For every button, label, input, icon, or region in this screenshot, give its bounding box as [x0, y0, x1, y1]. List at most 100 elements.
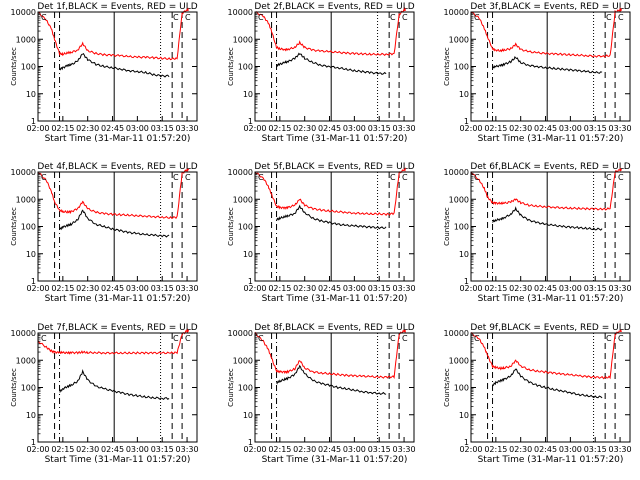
y-axis-label: Counts/sec: [227, 368, 235, 407]
plot-frame: [254, 171, 415, 282]
x-tick-label: 03:30: [393, 284, 416, 293]
y-tick-label: 1: [464, 117, 469, 126]
x-tick-label: 03:30: [176, 445, 199, 454]
x-tick-label: 02:15: [51, 445, 74, 454]
x-tick-label: 03:00: [126, 284, 149, 293]
x-tick-label: 02:30: [76, 284, 99, 293]
y-tick-label: 10000: [444, 8, 469, 17]
corner-annotation: C: [258, 173, 264, 182]
x-tick-label: 02:45: [101, 124, 124, 133]
x-tick-label: 02:15: [51, 124, 74, 133]
y-axis-label: Counts/sec: [227, 207, 235, 246]
x-tick-label: 02:00: [243, 124, 266, 133]
y-tick-label: 1: [31, 438, 36, 447]
x-tick-label: 02:00: [459, 124, 482, 133]
corner-annotation: C: [606, 334, 612, 343]
corner-annotation: C: [474, 334, 480, 343]
x-tick-label: 02:00: [26, 284, 49, 293]
x-tick-label: 03:30: [609, 284, 632, 293]
plot-frame: [470, 332, 631, 443]
series-line: [59, 369, 170, 400]
detector-plot-4: Det 4f,BLACK = Events, RED = ULD 1 10 100 10…: [10, 162, 199, 304]
x-tick-label: 02:30: [293, 284, 316, 293]
series-line: [492, 368, 603, 399]
corner-annotation: C: [41, 173, 47, 182]
corner-annotation: C: [185, 13, 191, 22]
corner-annotation: C: [402, 334, 408, 343]
x-tick-label: 02:15: [484, 124, 507, 133]
corner-annotation: C: [185, 334, 191, 343]
plot-title: Det 3f,BLACK = Events, RED = ULD: [470, 2, 630, 12]
y-tick-label: 10000: [228, 8, 253, 17]
y-tick-label: 1000: [449, 195, 469, 204]
y-tick-label: 10: [26, 90, 36, 99]
x-tick-label: 03:00: [343, 445, 366, 454]
series-line: [37, 168, 189, 220]
series-line: [276, 364, 387, 396]
corner-annotation: C: [618, 13, 624, 22]
corner-annotation: C: [474, 13, 480, 22]
x-tick-label: 02:45: [534, 124, 557, 133]
series-line: [470, 7, 622, 58]
x-tick-label: 03:15: [584, 445, 607, 454]
series-line: [254, 167, 406, 216]
x-tick-label: 03:00: [343, 284, 366, 293]
corner-annotation: C: [185, 173, 191, 182]
plot-title: Det 8f,BLACK = Events, RED = ULD: [254, 323, 414, 333]
y-tick-label: 10000: [228, 329, 253, 338]
y-tick-label: 1: [248, 277, 253, 286]
y-axis-label: Counts/sec: [10, 207, 18, 246]
x-tick-label: 02:00: [459, 445, 482, 454]
x-tick-label: 03:00: [559, 124, 582, 133]
detector-plot-6: Det 6f,BLACK = Events, RED = ULD 1 10 100 10…: [443, 162, 632, 304]
x-tick-label: 02:45: [534, 284, 557, 293]
y-tick-label: 10: [243, 90, 253, 99]
corner-annotation: C: [606, 13, 612, 22]
x-tick-label: 03:30: [609, 445, 632, 454]
x-tick-label: 03:15: [151, 284, 174, 293]
corner-annotation: C: [390, 334, 396, 343]
plot-title: Det 5f,BLACK = Events, RED = ULD: [254, 162, 414, 172]
y-tick-label: 1000: [233, 35, 253, 44]
detector-plot-9: Det 9f,BLACK = Events, RED = ULD 1 10 100 10…: [443, 323, 632, 465]
y-tick-label: 100: [454, 384, 469, 393]
x-tick-label: 02:45: [534, 445, 557, 454]
y-tick-label: 1: [464, 438, 469, 447]
plot-title: Det 2f,BLACK = Events, RED = ULD: [254, 2, 414, 12]
x-tick-label: 03:30: [176, 284, 199, 293]
corner-annotation: C: [41, 13, 47, 22]
x-tick-label: 02:00: [26, 124, 49, 133]
y-tick-label: 100: [454, 223, 469, 232]
series-line: [276, 204, 387, 230]
y-tick-label: 1: [31, 117, 36, 126]
y-tick-label: 10: [243, 411, 253, 420]
x-tick-label: 03:00: [126, 445, 149, 454]
y-axis-label: Counts/sec: [443, 207, 451, 246]
x-tick-label: 02:15: [484, 284, 507, 293]
x-tick-label: 02:45: [318, 124, 341, 133]
x-tick-label: 02:30: [293, 124, 316, 133]
x-tick-label: 02:00: [243, 284, 266, 293]
series-line: [59, 209, 170, 238]
x-tick-label: 03:00: [343, 124, 366, 133]
x-axis-label: Start Time (31-Mar-11 01:57:20): [262, 455, 408, 465]
x-axis-label: Start Time (31-Mar-11 01:57:20): [262, 134, 408, 144]
y-tick-label: 10000: [11, 8, 36, 17]
y-tick-label: 1: [464, 277, 469, 286]
y-tick-label: 10000: [444, 329, 469, 338]
detector-plot-3: Det 3f,BLACK = Events, RED = ULD 1 10 100 10…: [443, 2, 632, 144]
detector-plot-7: Det 7f,BLACK = Events, RED = ULD 1 10 100 10…: [10, 323, 199, 465]
x-tick-label: 03:15: [368, 284, 391, 293]
plot-title: Det 6f,BLACK = Events, RED = ULD: [470, 162, 630, 172]
y-axis-label: Counts/sec: [227, 47, 235, 86]
x-tick-label: 03:15: [151, 124, 174, 133]
corner-annotation: C: [173, 334, 179, 343]
x-tick-label: 03:30: [393, 445, 416, 454]
y-axis-label: Counts/sec: [443, 368, 451, 407]
plot-frame: [37, 11, 198, 122]
x-tick-label: 03:15: [368, 124, 391, 133]
corner-annotation: C: [474, 173, 480, 182]
y-tick-label: 10: [26, 411, 36, 420]
corner-annotation: C: [173, 13, 179, 22]
